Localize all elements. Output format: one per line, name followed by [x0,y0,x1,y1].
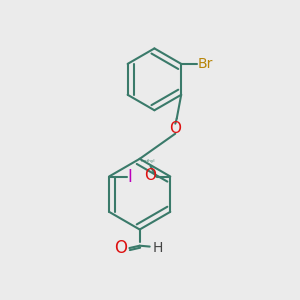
Text: O: O [114,239,127,257]
Text: O: O [144,168,156,183]
Text: Br: Br [198,57,213,71]
Text: methyl: methyl [140,159,155,163]
Text: O: O [169,121,181,136]
Text: I: I [128,167,133,185]
Text: H: H [153,241,163,255]
